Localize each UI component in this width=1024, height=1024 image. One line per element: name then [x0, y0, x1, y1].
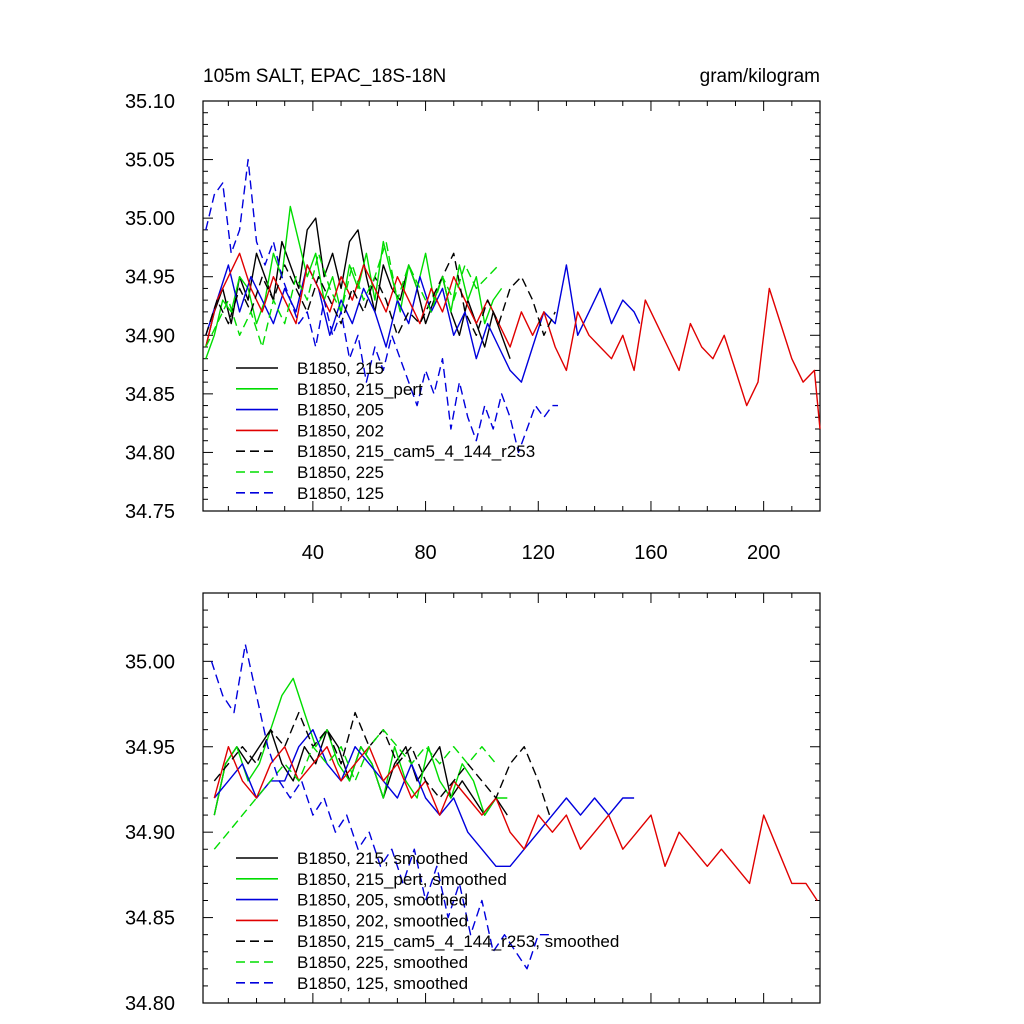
- bottom-x-axis: [227, 593, 821, 1003]
- legend-label: B1850, 215_cam5_4_144_r253: [297, 442, 535, 461]
- y-tick-label: 34.90: [125, 822, 175, 844]
- bottom-panel: 34.80 34.85 34.90 34.95 35.00 B1850, 215, sm…: [125, 592, 821, 1015]
- legend-label: B1850, 225: [297, 463, 384, 482]
- legend-label: B1850, 205, smoothed: [297, 891, 468, 910]
- series-line-1: [205, 217, 511, 359]
- y-tick-label: 34.90: [125, 325, 175, 347]
- series-line-5: [205, 252, 556, 336]
- top-panel-title: 105m SALT, EPAC_18S-18N: [203, 66, 446, 87]
- series-line-2: [213, 677, 508, 816]
- x-tick-label: 200: [747, 542, 780, 564]
- top-panel: 105m SALT, EPAC_18S-18N gram/kilogram 34…: [125, 66, 821, 564]
- series-line-2: [205, 205, 503, 359]
- y-tick-label: 35.05: [125, 150, 175, 172]
- y-tick-label: 34.80: [125, 993, 175, 1015]
- legend-label: B1850, 125, smoothed: [297, 974, 468, 993]
- legend-label: B1850, 215_cam5_4_144_r253, smoothed: [297, 932, 619, 951]
- series-line-3: [213, 729, 635, 867]
- bottom-y-axis: 34.80 34.85 34.90 34.95 35.00: [125, 592, 820, 1015]
- x-tick-label: 160: [634, 542, 667, 564]
- legend-label: B1850, 202: [297, 421, 384, 440]
- legend-label: B1850, 225, smoothed: [297, 953, 468, 972]
- series-line-3: [205, 264, 641, 383]
- legend-label: B1850, 215: [297, 359, 384, 378]
- series-line-7: [210, 643, 550, 970]
- y-tick-label: 34.85: [125, 908, 175, 930]
- y-tick-label: 34.95: [125, 267, 175, 289]
- legend-label: B1850, 205: [297, 401, 384, 420]
- y-tick-label: 34.75: [125, 501, 175, 523]
- y-tick-label: 34.85: [125, 384, 175, 406]
- top-panel-units: gram/kilogram: [700, 66, 820, 87]
- series-line-6: [213, 729, 497, 850]
- top-x-axis: 40 80 120 160 200: [227, 101, 821, 564]
- top-y-axis: 34.75 34.80 34.85 34.90 34.95 35.00 35.05 35.10: [125, 91, 820, 523]
- bottom-series-lines: [210, 643, 818, 970]
- y-tick-label: 35.10: [125, 91, 175, 113]
- x-tick-label: 40: [302, 542, 324, 564]
- series-line-4: [213, 746, 818, 901]
- y-tick-label: 34.80: [125, 442, 175, 464]
- x-tick-label: 120: [522, 542, 555, 564]
- bottom-legend: B1850, 215, smoothed B1850, 215_pert, smo…: [236, 849, 619, 993]
- y-tick-label: 35.00: [125, 651, 175, 673]
- series-line-1: [213, 729, 508, 816]
- top-series-lines: [205, 158, 821, 454]
- legend-label: B1850, 215_pert: [297, 380, 423, 399]
- x-tick-label: 80: [414, 542, 436, 564]
- legend-label: B1850, 215, smoothed: [297, 849, 468, 868]
- top-plot-frame: [202, 100, 821, 512]
- legend-label: B1850, 202, smoothed: [297, 911, 468, 930]
- legend-label: B1850, 215_pert, smoothed: [297, 870, 507, 889]
- series-line-6: [205, 240, 500, 348]
- legend-label: B1850, 125: [297, 484, 384, 503]
- series-line-5: [213, 711, 551, 816]
- series-line-4: [205, 252, 821, 430]
- y-tick-label: 34.95: [125, 737, 175, 759]
- y-tick-label: 35.00: [125, 208, 175, 230]
- series-line-7: [205, 158, 558, 454]
